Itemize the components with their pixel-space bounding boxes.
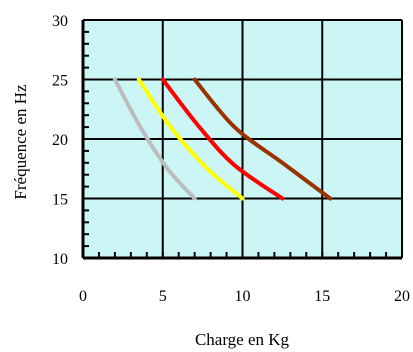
minor-ticks <box>82 19 403 259</box>
y-tick-label: 20 <box>52 132 68 149</box>
x-tick-label: 5 <box>159 288 167 305</box>
series-line-4 <box>192 77 333 201</box>
y-tick-label: 15 <box>52 192 68 209</box>
x-tick-labels: 0 5 10 15 20 <box>79 288 410 305</box>
y-tick-labels: 10 15 20 25 30 <box>52 13 68 268</box>
series-line-1 <box>112 77 197 201</box>
x-tick-label: 20 <box>394 288 410 305</box>
y-axis-title: Fréquence en Hz <box>11 84 30 200</box>
y-tick-label: 25 <box>52 73 68 90</box>
y-tick-label: 30 <box>52 13 68 30</box>
x-tick-label: 10 <box>235 288 251 305</box>
series-line-3 <box>160 77 285 201</box>
x-tick-label: 15 <box>314 288 330 305</box>
series-line-2 <box>136 77 245 201</box>
x-tick-label: 0 <box>79 288 87 305</box>
y-tick-label: 10 <box>52 251 68 268</box>
series-group <box>112 77 333 201</box>
x-axis-title: Charge en Kg <box>195 330 290 349</box>
